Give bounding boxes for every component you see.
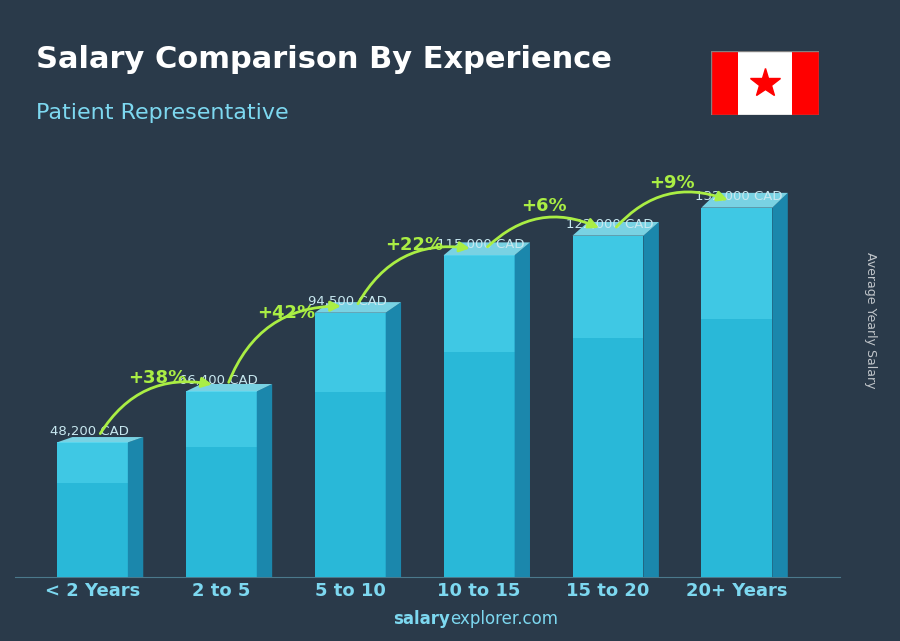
Text: Salary Comparison By Experience: Salary Comparison By Experience (36, 45, 612, 74)
Polygon shape (792, 51, 819, 115)
Polygon shape (185, 384, 272, 392)
Text: +9%: +9% (650, 174, 695, 192)
Polygon shape (444, 255, 515, 578)
Polygon shape (256, 384, 272, 578)
Text: 115,000 CAD: 115,000 CAD (437, 238, 525, 251)
Polygon shape (701, 208, 772, 578)
Polygon shape (572, 236, 644, 338)
Polygon shape (701, 193, 788, 208)
Polygon shape (572, 222, 659, 236)
Polygon shape (385, 302, 401, 578)
Text: +42%: +42% (256, 304, 315, 322)
Text: +6%: +6% (521, 197, 566, 215)
Polygon shape (185, 392, 256, 578)
Polygon shape (515, 242, 530, 578)
Text: Average Yearly Salary: Average Yearly Salary (864, 253, 877, 388)
Polygon shape (57, 437, 143, 442)
Polygon shape (185, 392, 256, 447)
Polygon shape (128, 437, 143, 578)
Polygon shape (701, 208, 772, 319)
Text: salary: salary (393, 610, 450, 628)
Text: +38%: +38% (128, 369, 186, 387)
Text: +22%: +22% (385, 236, 444, 254)
Polygon shape (444, 255, 515, 352)
Polygon shape (572, 236, 644, 578)
Text: 122,000 CAD: 122,000 CAD (566, 219, 653, 231)
Text: explorer.com: explorer.com (450, 610, 558, 628)
Polygon shape (57, 442, 128, 578)
Polygon shape (57, 442, 128, 483)
Polygon shape (772, 193, 788, 578)
Polygon shape (315, 313, 385, 578)
Polygon shape (738, 51, 792, 115)
Text: 94,500 CAD: 94,500 CAD (309, 296, 387, 308)
Polygon shape (444, 242, 530, 255)
Text: 132,000 CAD: 132,000 CAD (695, 190, 782, 203)
Text: 66,400 CAD: 66,400 CAD (179, 374, 258, 387)
Polygon shape (644, 222, 659, 578)
Polygon shape (315, 313, 385, 392)
Polygon shape (711, 51, 738, 115)
Text: Patient Representative: Patient Representative (36, 103, 289, 122)
Text: 48,200 CAD: 48,200 CAD (50, 425, 130, 438)
Polygon shape (315, 302, 401, 313)
